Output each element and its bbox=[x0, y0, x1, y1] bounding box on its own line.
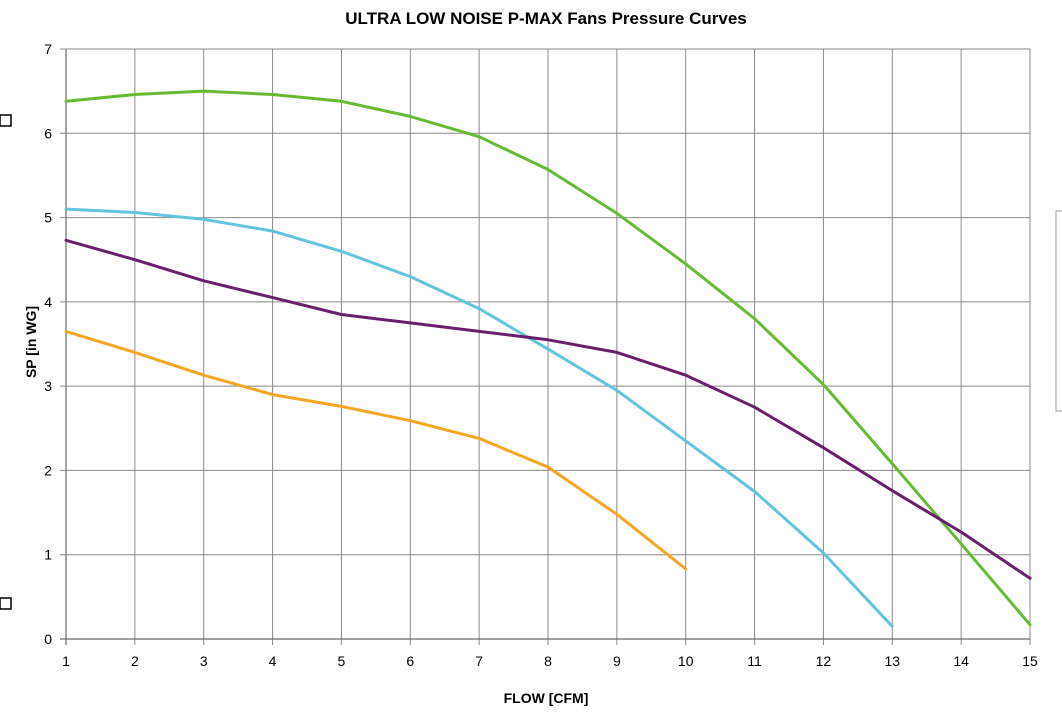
legend-box bbox=[1055, 210, 1062, 412]
y-tick-label: 7 bbox=[44, 41, 52, 57]
x-axis-label: FLOW [CFM] bbox=[504, 690, 589, 706]
legend bbox=[1055, 210, 1062, 412]
x-tick-label: 3 bbox=[200, 653, 208, 669]
y-tick-label: 3 bbox=[44, 378, 52, 394]
y-tick-label: 5 bbox=[44, 210, 52, 226]
series-line-2 bbox=[64, 207, 894, 628]
series-line-4 bbox=[64, 329, 688, 571]
x-tick-label: 10 bbox=[678, 653, 694, 669]
square-marker-bottom bbox=[0, 597, 12, 610]
y-tick-label: 6 bbox=[44, 125, 52, 141]
x-tick-label: 6 bbox=[406, 653, 414, 669]
x-tick-label: 5 bbox=[338, 653, 346, 669]
x-tick-label: 15 bbox=[1022, 653, 1038, 669]
chart-title: ULTRA LOW NOISE P-MAX Fans Pressure Curv… bbox=[345, 9, 746, 28]
x-tick-label: 14 bbox=[953, 653, 969, 669]
y-tick-label: 4 bbox=[44, 294, 52, 310]
x-tick-label: 8 bbox=[544, 653, 552, 669]
x-tick-label: 9 bbox=[613, 653, 621, 669]
x-tick-label: 13 bbox=[884, 653, 900, 669]
y-tick-label: 1 bbox=[44, 547, 52, 563]
series-lines bbox=[64, 89, 1032, 628]
series-line-3 bbox=[64, 238, 1032, 580]
x-tick-label: 4 bbox=[269, 653, 277, 669]
series-line-1 bbox=[64, 89, 1032, 627]
y-tick-label: 0 bbox=[44, 631, 52, 647]
y-tick-label: 2 bbox=[44, 462, 52, 478]
x-tick-label: 1 bbox=[62, 653, 70, 669]
side-markers bbox=[0, 114, 12, 610]
x-tick-label: 7 bbox=[475, 653, 483, 669]
square-marker-top bbox=[0, 114, 12, 127]
y-axis-label: SP [in WG] bbox=[23, 306, 39, 378]
x-tick-label: 12 bbox=[816, 653, 832, 669]
x-tick-label: 2 bbox=[131, 653, 139, 669]
x-tick-label: 11 bbox=[747, 653, 762, 669]
